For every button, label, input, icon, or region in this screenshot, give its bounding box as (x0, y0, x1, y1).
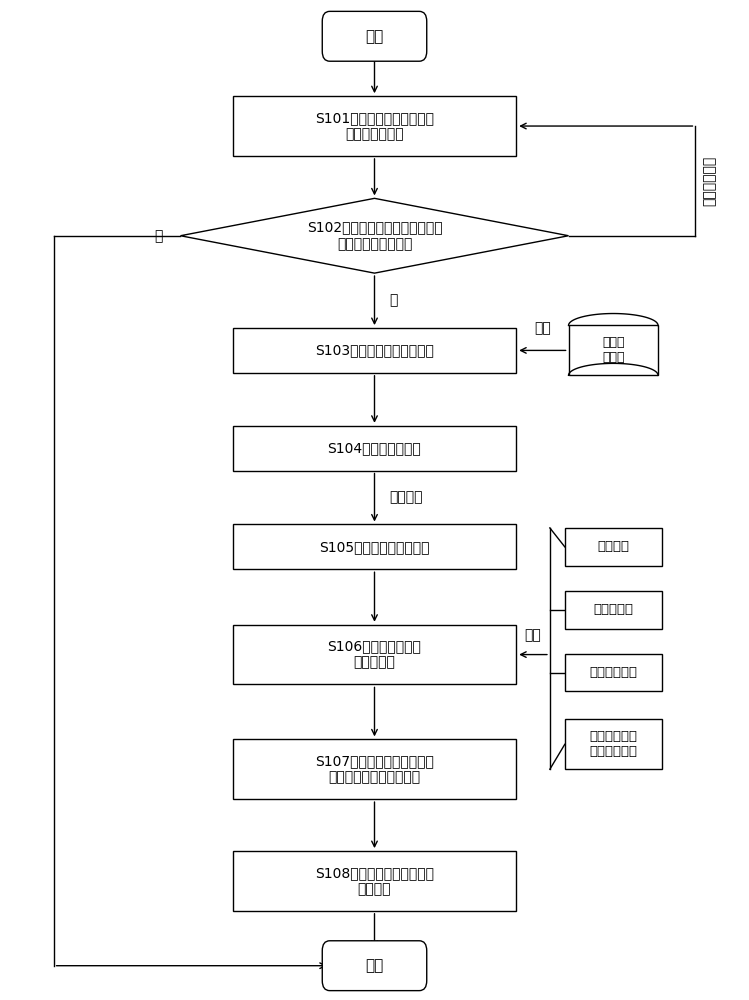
Text: S108：显示满足查询条件的
属性信息: S108：显示满足查询条件的 属性信息 (315, 866, 434, 896)
Text: 读取: 读取 (534, 321, 551, 335)
Text: 开始: 开始 (366, 29, 383, 44)
Bar (565, 528, 662, 566)
Text: 否: 否 (154, 229, 163, 243)
FancyBboxPatch shape (322, 11, 427, 61)
Bar (233, 851, 516, 911)
Text: S107：根据查询条件，从重
测序文件中进行查询处理: S107：根据查询条件，从重 测序文件中进行查询处理 (315, 754, 434, 784)
Text: 查询指令: 查询指令 (389, 491, 423, 505)
Bar (565, 719, 662, 769)
Bar (233, 739, 516, 799)
Text: 结束: 结束 (366, 958, 383, 973)
Bar (233, 426, 516, 471)
Text: S104：读取处理指令: S104：读取处理指令 (327, 441, 422, 455)
Bar (565, 591, 662, 629)
Text: S106：接受用户输入
的查询条件: S106：接受用户输入 的查询条件 (327, 639, 422, 670)
Text: 变异信息标签: 变异信息标签 (589, 666, 637, 679)
Bar (568, 325, 658, 375)
Polygon shape (181, 198, 568, 273)
Bar (233, 524, 516, 569)
Text: S103：读取重测序数据文件: S103：读取重测序数据文件 (315, 343, 434, 357)
Text: 重测序
数据库: 重测序 数据库 (602, 336, 625, 364)
Text: 对应功能标签
内部筛选条件: 对应功能标签 内部筛选条件 (589, 730, 637, 758)
Bar (233, 96, 516, 156)
Text: S101：确定基因组的重测序
数据的文件路径: S101：确定基因组的重测序 数据的文件路径 (315, 111, 434, 141)
Text: 获取: 获取 (525, 629, 542, 643)
Text: S105：选择至少一个样本: S105：选择至少一个样本 (319, 540, 430, 554)
Text: 染色体区间: 染色体区间 (593, 603, 634, 616)
Text: 是: 是 (389, 294, 398, 308)
FancyBboxPatch shape (322, 941, 427, 991)
Text: 重新确定路径: 重新确定路径 (703, 156, 717, 206)
Bar (565, 654, 662, 691)
Text: S102：判断基因组的重测序数据
的文件路径是否有效: S102：判断基因组的重测序数据 的文件路径是否有效 (306, 221, 443, 251)
Bar (233, 328, 516, 373)
Bar (233, 625, 516, 684)
Text: 基因名称: 基因名称 (597, 540, 629, 553)
